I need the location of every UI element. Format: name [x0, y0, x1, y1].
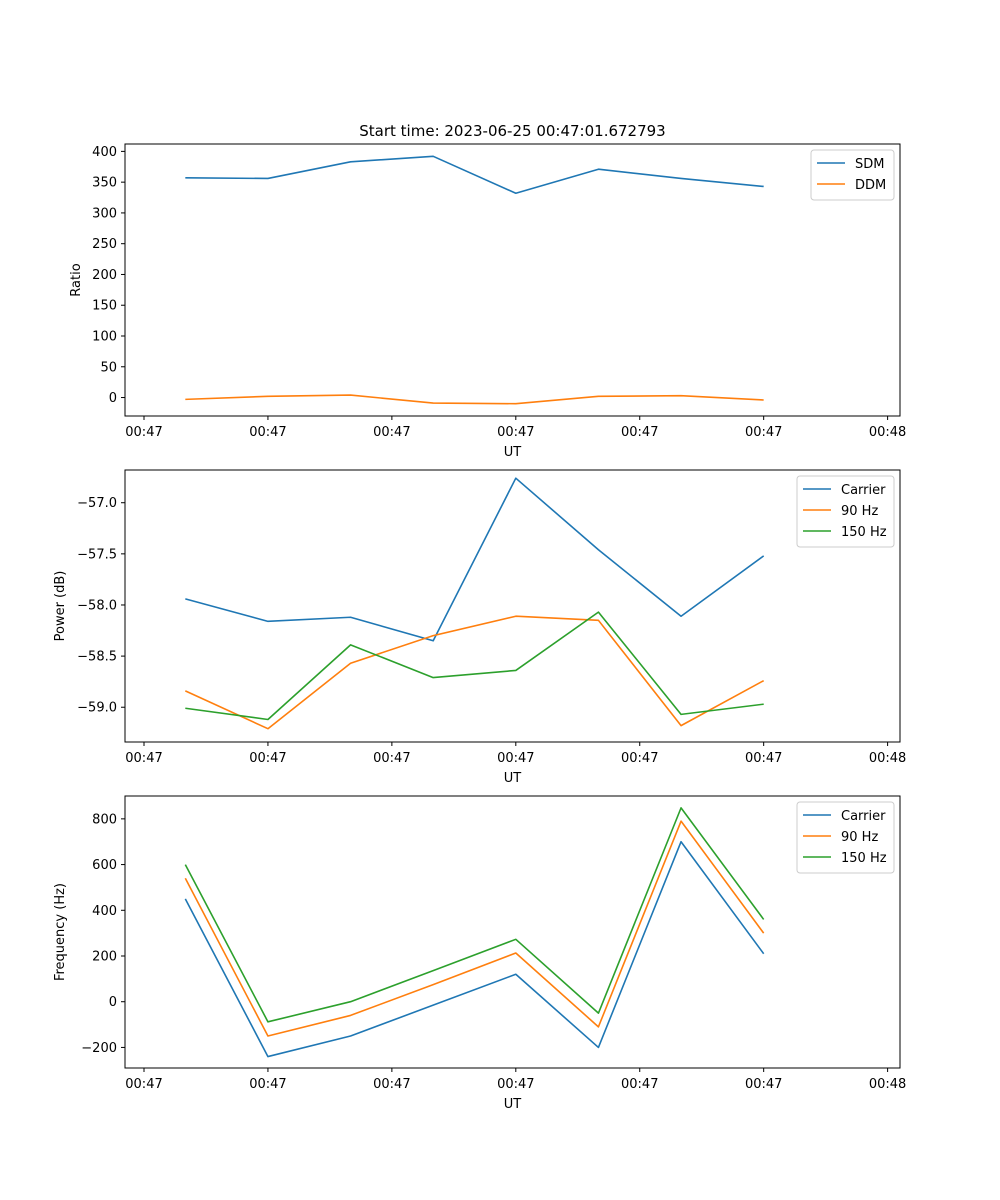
y-axis-label: Ratio: [69, 263, 84, 296]
y-tick-label: 600: [92, 858, 117, 873]
y-tick-label: 200: [92, 950, 117, 965]
x-tick-label: 00:47: [745, 1077, 782, 1092]
series-line-sdm: [185, 155, 764, 195]
x-tick-label: 00:47: [249, 425, 286, 440]
y-tick-label: −200: [81, 1041, 117, 1056]
y-tick-label: 400: [92, 904, 117, 919]
y-tick-label: 150: [92, 299, 117, 314]
x-tick-label: 00:47: [497, 751, 534, 766]
series-line-ddm: [185, 394, 764, 405]
chart-panels: 00:47 00:47 00:47 00:47 00:47 00:47 00:48 0 50 10…: [53, 143, 906, 1112]
x-axis-label: UT: [504, 771, 522, 786]
x-tick-label: 00:47: [373, 1077, 410, 1092]
x-tick-label: 00:47: [125, 751, 162, 766]
x-tick-label: 00:47: [373, 425, 410, 440]
y-tick-label: 200: [92, 268, 117, 283]
x-tick-label: 00:47: [497, 1077, 534, 1092]
y-tick-label: −57.0: [77, 496, 117, 511]
series-line-150-hz: [184, 807, 765, 1023]
legend-label: 90 Hz: [841, 504, 878, 519]
legend-label: 150 Hz: [841, 525, 887, 540]
legend-label: 90 Hz: [841, 830, 878, 845]
y-tick-label: 300: [92, 206, 117, 221]
x-tick-label: 00:48: [869, 1077, 906, 1092]
y-axis-label: Frequency (Hz): [53, 883, 68, 981]
y-tick-label: 400: [92, 145, 117, 160]
y-tick-label: −59.0: [77, 701, 117, 716]
x-tick-label: 00:47: [745, 425, 782, 440]
legend-label: 150 Hz: [841, 851, 887, 866]
legend-box: [796, 475, 895, 548]
legend: Carrier 90 Hz 150 Hz: [796, 475, 895, 548]
y-tick-label: 250: [92, 237, 117, 252]
legend-box: [796, 801, 895, 874]
chart-panel-2: 00:47 00:47 00:47 00:47 00:47 00:47 00:48 −59.0…: [53, 469, 906, 786]
x-tick-label: 00:47: [621, 751, 658, 766]
y-axis-label: Power (dB): [53, 571, 68, 642]
y-tick-label: −57.5: [77, 547, 117, 562]
legend-label: Carrier: [841, 809, 886, 824]
y-tick-label: 100: [92, 330, 117, 345]
legend: Carrier 90 Hz 150 Hz: [796, 801, 895, 874]
series-line-carrier: [185, 477, 765, 642]
y-tick-label: −58.0: [77, 598, 117, 613]
chart-panel-3: 00:47 00:47 00:47 00:47 00:47 00:47 00:48 −200 0…: [53, 795, 906, 1112]
legend-label: Carrier: [841, 483, 886, 498]
x-tick-label: 00:48: [869, 751, 906, 766]
x-tick-label: 00:47: [621, 1077, 658, 1092]
series-line-90-hz: [184, 615, 765, 730]
x-tick-label: 00:47: [249, 1077, 286, 1092]
x-axis-label: UT: [504, 1097, 522, 1112]
x-tick-label: 00:47: [745, 751, 782, 766]
series-line-carrier: [184, 840, 765, 1058]
y-tick-label: −58.5: [77, 650, 117, 665]
y-tick-label: 0: [109, 391, 117, 406]
x-tick-label: 00:47: [125, 425, 162, 440]
plot-frame: [124, 469, 901, 743]
x-tick-label: 00:47: [497, 425, 534, 440]
legend-label: SDM: [855, 157, 884, 172]
plot-frame: [124, 795, 901, 1069]
plot-frame: [124, 143, 901, 417]
legend: SDM DDM: [810, 149, 895, 201]
y-tick-label: 350: [92, 176, 117, 191]
x-tick-label: 00:47: [249, 751, 286, 766]
figure-title: Start time: 2023-06-25 00:47:01.672793: [359, 122, 665, 140]
y-tick-label: 0: [109, 995, 117, 1010]
y-tick-label: 50: [100, 360, 117, 375]
x-axis-label: UT: [504, 445, 522, 460]
x-tick-label: 00:48: [869, 425, 906, 440]
y-tick-label: 800: [92, 812, 117, 827]
x-tick-label: 00:47: [373, 751, 410, 766]
legend-label: DDM: [855, 178, 886, 193]
series-line-90-hz: [184, 820, 765, 1037]
x-tick-label: 00:47: [125, 1077, 162, 1092]
x-tick-label: 00:47: [621, 425, 658, 440]
chart-panel-1: 00:47 00:47 00:47 00:47 00:47 00:47 00:48 0 50 10…: [69, 143, 906, 460]
series-line-150-hz: [185, 611, 764, 721]
